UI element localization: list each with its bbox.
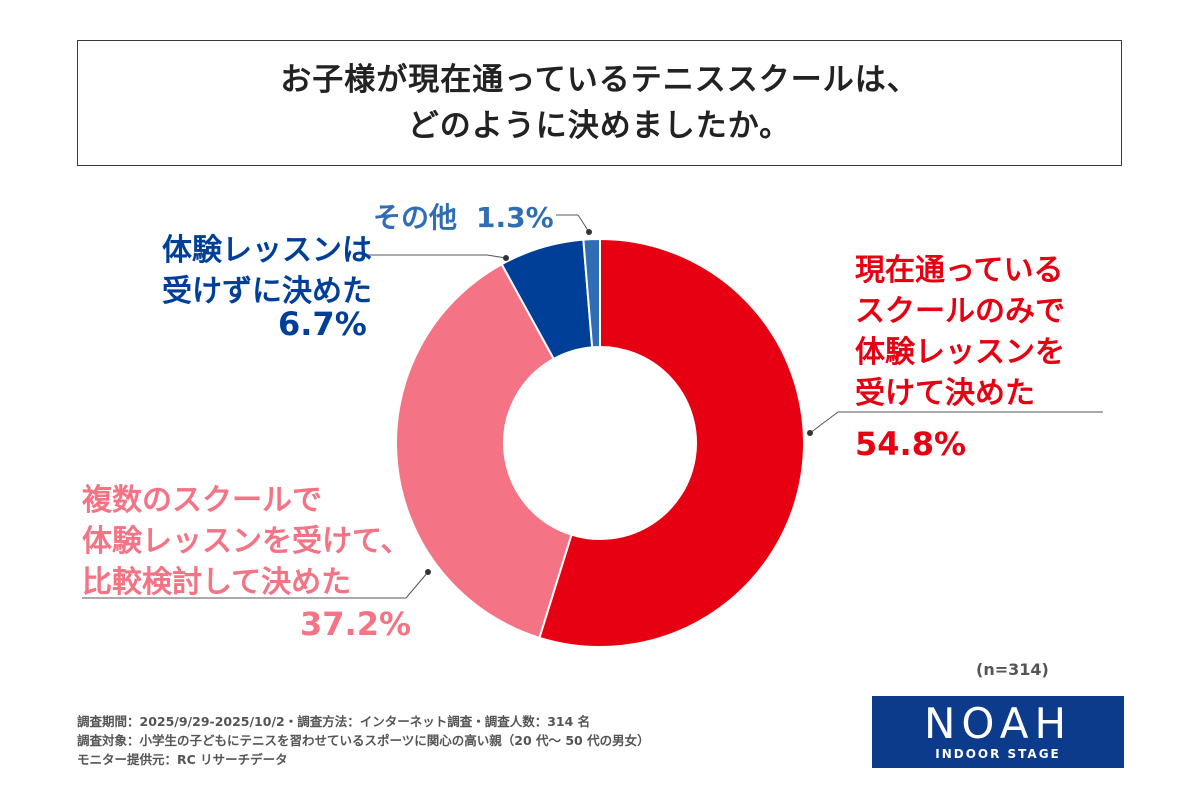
logo-sub-text: INDOOR STAGE bbox=[935, 747, 1061, 761]
slice-label-line: 比較検討して決めた bbox=[82, 565, 352, 600]
slice-label-line: スクールのみで bbox=[855, 294, 1065, 329]
slice-label-line: その他 bbox=[373, 201, 458, 234]
leader-dot-multiple-schools-trial bbox=[425, 569, 431, 575]
slice-label-line: 受けずに決めた bbox=[162, 274, 372, 309]
slice-multiple-schools-trial bbox=[395, 262, 573, 640]
leader-dot-current-school-trial bbox=[807, 430, 813, 436]
sample-size-label: (n=314) bbox=[976, 660, 1049, 679]
footnote-line: 調査対象：小学生の子どもにテニスを習わせているスポーツに関心の高い親（20 代〜… bbox=[77, 733, 650, 748]
slice-label-other: その他 bbox=[373, 197, 457, 238]
slice-value-multiple-schools-trial: 37.2% bbox=[300, 605, 412, 643]
title-line-2: どのように決めましたか。 bbox=[407, 108, 792, 144]
survey-footnote: 調査期間：2025/9/29-2025/10/2・調査方法：インターネット調査・… bbox=[77, 712, 650, 769]
leader-line-multiple-schools-trial bbox=[405, 571, 429, 599]
leader-line-current-school-trial bbox=[809, 411, 839, 434]
title-line-1: お子様が現在通っているテニススクールは、 bbox=[280, 62, 919, 98]
slice-label-multiple-schools-trial: 複数のスクールで 体験レッスンを受けて、 比較検討して決めた bbox=[82, 480, 411, 603]
slice-label-line: 現在通っている bbox=[855, 253, 1064, 288]
footnote-line: 調査期間：2025/9/29-2025/10/2・調査方法：インターネット調査・… bbox=[77, 714, 591, 729]
leader-dot-no-trial bbox=[503, 255, 509, 261]
slice-label-line: 複数のスクールで bbox=[82, 483, 322, 518]
slice-value-current-school-trial: 54.8% bbox=[855, 425, 967, 463]
slice-value-other: 1.3% bbox=[476, 201, 554, 234]
slice-current-school-trial bbox=[538, 237, 805, 648]
slice-other bbox=[582, 237, 601, 349]
leader-line-other bbox=[577, 214, 590, 233]
footnote-line: モニター提供元：RC リサーチデータ bbox=[77, 752, 288, 767]
slice-label-no-trial: 体験レッスンは 受けずに決めた bbox=[162, 230, 372, 312]
slice-label-line: 体験レッスンは bbox=[162, 233, 372, 268]
slice-value-no-trial: 6.7% bbox=[278, 305, 367, 343]
slice-label-current-school-trial: 現在通っている スクールのみで 体験レッスンを 受けて決めた bbox=[855, 250, 1065, 414]
slice-label-line: 受けて決めた bbox=[855, 376, 1035, 411]
logo-main-text: NOAH bbox=[923, 699, 1073, 748]
slice-label-line: 体験レッスンを bbox=[855, 335, 1065, 370]
slice-label-line: 体験レッスンを受けて、 bbox=[82, 524, 411, 559]
title-box: お子様が現在通っているテニススクールは、 どのように決めましたか。 bbox=[77, 40, 1122, 166]
leader-dot-other bbox=[586, 229, 592, 235]
noah-logo: NOAH INDOOR STAGE bbox=[872, 696, 1124, 768]
leader-line-no-trial bbox=[486, 254, 507, 259]
